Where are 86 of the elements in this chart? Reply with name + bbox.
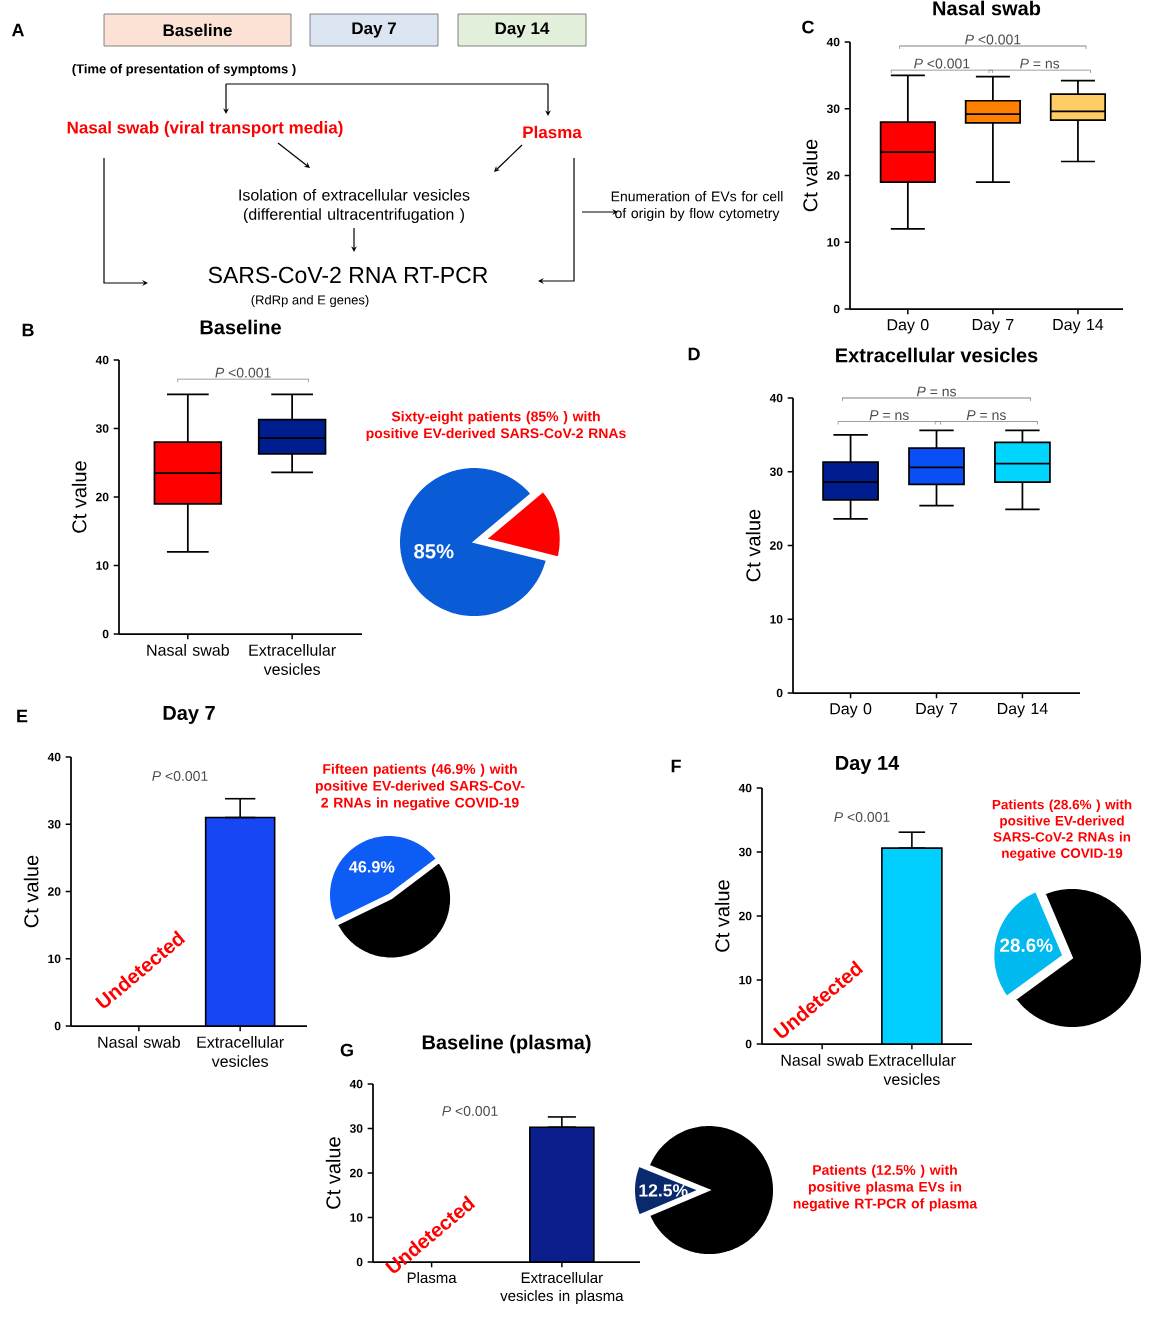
- x-tick-label: Day 7: [972, 319, 1014, 334]
- y-tick-label: 20: [739, 911, 752, 921]
- annotation: P <0.001: [442, 1106, 498, 1116]
- text: Enumeration of EVs for cell of origin by flow cytometry: [611, 191, 783, 221]
- text: Isolation of extracellular vesicles (differential ultracentrifugation ): [239, 188, 470, 224]
- y-tick-label: 20: [350, 1168, 363, 1178]
- text: C: [802, 20, 815, 34]
- text: D: [688, 347, 700, 361]
- y-tick-label: 20: [827, 171, 840, 180]
- chart-title: Baseline (plasma): [422, 1034, 591, 1054]
- text: (RdRp and E genes): [251, 294, 369, 308]
- text: SARS-CoV-2 RNA RT-PCR: [208, 266, 488, 284]
- text: Nasal swab (viral transport media): [67, 121, 343, 137]
- text: A: [11, 23, 25, 37]
- y-tick-label: 10: [96, 561, 109, 570]
- y-tick-label: 10: [739, 975, 752, 985]
- y-axis-title: Ct value: [745, 509, 761, 582]
- y-tick-label: 10: [350, 1213, 363, 1222]
- annotation: P = ns: [966, 410, 1006, 421]
- text: Day 7: [352, 22, 396, 38]
- chart-title: Baseline: [200, 319, 281, 335]
- text: Baseline: [163, 23, 232, 37]
- chart-title: Extracellular vesicles: [836, 347, 1038, 363]
- annotation: P <0.001: [914, 58, 970, 69]
- y-tick-label: 30: [95, 424, 109, 433]
- y-tick-label: 10: [770, 615, 783, 624]
- x-tick-label: Day 0: [887, 319, 929, 334]
- y-tick-label: 40: [826, 37, 840, 47]
- y-tick-label: 30: [769, 467, 783, 477]
- x-tick-label: Day 7: [916, 703, 958, 718]
- y-tick-label: 30: [47, 820, 61, 829]
- y-tick-label: 40: [349, 1079, 363, 1089]
- y-tick-label: 20: [770, 541, 783, 550]
- y-tick-label: 40: [769, 393, 783, 403]
- y-axis-title: Ct value: [71, 461, 87, 533]
- x-tick-label: Nasal swab: [781, 1054, 864, 1066]
- text: G: [340, 1043, 353, 1057]
- y-tick-label: 0: [776, 688, 783, 698]
- y-tick-label: 40: [738, 783, 752, 793]
- annotation: P = ns: [869, 410, 909, 421]
- y-tick-label: 20: [96, 492, 109, 502]
- data-label: 46.9%: [349, 861, 395, 873]
- text: Patients (28.6% ) with positive EV-derived SARS-CoV-2 RNAs in negative COVID-19: [992, 799, 1132, 861]
- text: Sixty-eight patients (85% ) with positive EV-derived SARS-CoV-2 RNAs: [366, 411, 626, 441]
- text: Patients (12.5% ) with positive plasma EVs in negative RT-PCR of plasma: [793, 1164, 978, 1212]
- x-tick-label: Extracellular vesicles: [197, 1036, 284, 1067]
- chart-title: Day 14: [836, 756, 900, 774]
- y-tick-label: 40: [47, 752, 61, 762]
- y-tick-label: 20: [48, 887, 61, 896]
- y-tick-label: 0: [745, 1039, 752, 1049]
- text: E: [17, 709, 28, 723]
- y-axis-title: Ct value: [714, 880, 730, 952]
- annotation: P <0.001: [834, 812, 890, 822]
- y-tick-label: 30: [349, 1124, 363, 1133]
- y-tick-label: 0: [54, 1021, 61, 1031]
- x-tick-label: Extracellular vesicles in plasma: [500, 1272, 624, 1305]
- y-tick-label: 30: [826, 104, 840, 114]
- text: Fifteen patients (46.9% ) with positive EV-derived SARS-CoV-2 RNAs in negative COVID-19: [315, 763, 525, 811]
- y-tick-label: 0: [356, 1257, 363, 1267]
- y-tick-label: 10: [827, 238, 840, 247]
- text: F: [671, 759, 681, 773]
- data-label: 12.5%: [639, 1184, 688, 1197]
- y-tick-label: 30: [738, 847, 752, 857]
- y-tick-label: 10: [48, 954, 61, 964]
- text: Plasma: [523, 125, 582, 139]
- text: P = ns: [916, 386, 957, 397]
- x-tick-label: Day 0: [830, 703, 872, 718]
- x-tick-label: Day 14: [1053, 319, 1104, 334]
- y-tick-label: 0: [833, 304, 840, 314]
- text: B: [22, 323, 34, 337]
- x-tick-label: Extracellular vesicles: [869, 1054, 956, 1085]
- annotation: P <0.001: [965, 34, 1021, 45]
- y-tick-label: 0: [102, 629, 109, 639]
- data-label: 28.6%: [1000, 938, 1053, 952]
- y-axis-title: Ct value: [325, 1137, 341, 1209]
- y-tick-label: 40: [95, 355, 109, 365]
- y-axis-title: Ct value: [802, 139, 818, 212]
- annotation: P = ns: [1020, 58, 1060, 69]
- text: Day 14: [495, 22, 550, 38]
- text: (Time of presentation of symptoms ): [72, 63, 296, 77]
- annotation: P <0.001: [152, 771, 208, 781]
- chart-title: Nasal swab: [933, 0, 1041, 16]
- y-axis-title: Ct value: [23, 855, 39, 928]
- x-tick-label: Day 14: [997, 703, 1048, 718]
- data-label: 85%: [414, 544, 454, 559]
- annotation: P <0.001: [215, 367, 271, 378]
